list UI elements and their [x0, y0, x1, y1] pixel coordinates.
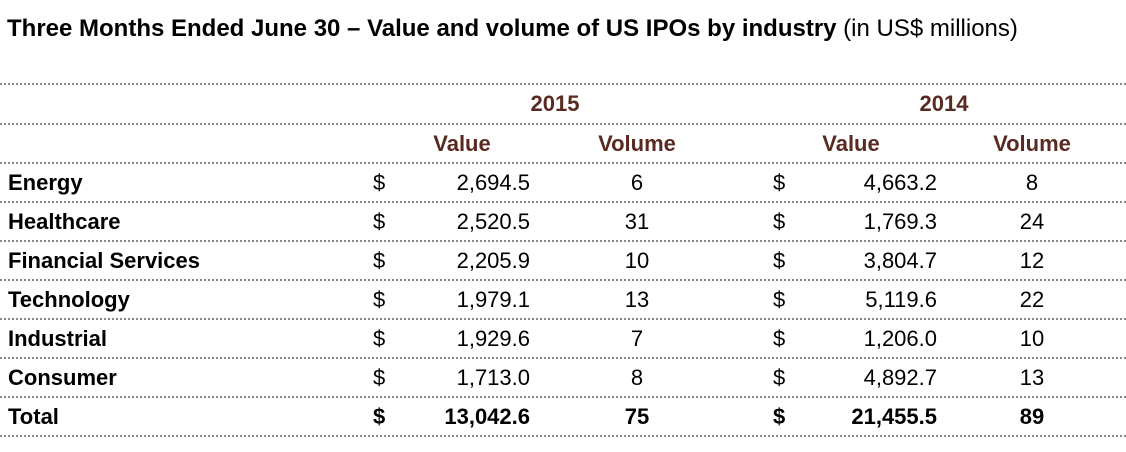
table-title: Three Months Ended June 30 – Value and v… — [7, 15, 1018, 42]
divider — [0, 201, 1126, 203]
value-2014: 5,119.6 — [865, 287, 937, 312]
table-row: Energy $ 2,694.5 6 $ 4,663.2 8 — [0, 163, 1126, 202]
currency-symbol: $ — [773, 248, 786, 273]
value-2014: 1,769.3 — [863, 209, 937, 234]
volume-2014: 89 — [1019, 404, 1045, 429]
value-2015: 2,520.5 — [456, 209, 530, 234]
volume-2014: 10 — [1019, 326, 1045, 351]
volume-2015: 31 — [624, 209, 650, 234]
currency-symbol: $ — [373, 326, 386, 351]
col-value-2015: Value — [433, 131, 491, 156]
divider — [0, 240, 1126, 242]
volume-2015: 8 — [630, 365, 644, 390]
currency-symbol: $ — [773, 170, 786, 195]
value-2015: 1,713.0 — [456, 365, 530, 390]
currency-symbol: $ — [373, 287, 386, 312]
column-header-row: Value Volume Value Volume — [0, 124, 1126, 163]
col-volume-2014: Volume — [993, 131, 1071, 156]
volume-2014: 24 — [1019, 209, 1045, 234]
table-row: Consumer $ 1,713.0 8 $ 4,892.7 13 — [0, 358, 1126, 397]
currency-symbol: $ — [373, 170, 386, 195]
currency-symbol: $ — [773, 209, 786, 234]
year-2014: 2014 — [919, 91, 969, 116]
divider — [0, 435, 1126, 437]
industry-label: Healthcare — [8, 209, 121, 234]
divider — [0, 83, 1126, 85]
value-2015: 1,979.1 — [456, 287, 530, 312]
volume-2015: 10 — [624, 248, 650, 273]
divider — [0, 123, 1126, 125]
value-2014: 1,206.0 — [863, 326, 937, 351]
value-2015: 1,929.6 — [456, 326, 530, 351]
divider — [0, 318, 1126, 320]
industry-label: Total — [8, 404, 59, 429]
value-2014: 4,663.2 — [863, 170, 937, 195]
industry-label: Financial Services — [8, 248, 200, 273]
volume-2014: 13 — [1019, 365, 1045, 390]
divider — [0, 279, 1126, 281]
industry-label: Industrial — [8, 326, 108, 351]
volume-2015: 7 — [630, 326, 644, 351]
divider — [0, 396, 1126, 398]
currency-symbol: $ — [773, 365, 786, 390]
value-2014: 3,804.7 — [863, 248, 937, 273]
table-row: Financial Services $ 2,205.9 10 $ 3,804.… — [0, 241, 1126, 280]
currency-symbol: $ — [373, 365, 386, 390]
year-header-row: 2015 2014 — [0, 84, 1126, 123]
industry-label: Consumer — [8, 365, 117, 390]
total-row: Total $ 13,042.6 75 $ 21,455.5 89 — [0, 397, 1126, 436]
divider — [0, 162, 1126, 164]
col-value-2014: Value — [822, 131, 880, 156]
industry-label: Energy — [8, 170, 83, 195]
value-2014: 21,455.5 — [851, 404, 937, 429]
value-2015: 2,694.5 — [456, 170, 530, 195]
currency-symbol: $ — [773, 404, 786, 429]
table-row: Healthcare $ 2,520.5 31 $ 1,769.3 24 — [0, 202, 1126, 241]
table-row: Industrial $ 1,929.6 7 $ 1,206.0 10 — [0, 319, 1126, 358]
year-2015: 2015 — [530, 91, 580, 116]
volume-2015: 13 — [624, 287, 650, 312]
currency-symbol: $ — [373, 209, 386, 234]
value-2015: 2,205.9 — [456, 248, 530, 273]
currency-symbol: $ — [373, 404, 386, 429]
currency-symbol: $ — [773, 326, 786, 351]
volume-2015: 75 — [624, 404, 650, 429]
currency-symbol: $ — [773, 287, 786, 312]
value-2014: 4,892.7 — [863, 365, 937, 390]
volume-2014: 22 — [1019, 287, 1045, 312]
value-2015: 13,042.6 — [444, 404, 530, 429]
col-volume-2015: Volume — [598, 131, 676, 156]
volume-2015: 6 — [630, 170, 644, 195]
volume-2014: 12 — [1019, 248, 1045, 273]
currency-symbol: $ — [373, 248, 386, 273]
divider — [0, 357, 1126, 359]
industry-label: Technology — [8, 287, 130, 312]
table-row: Technology $ 1,979.1 13 $ 5,119.6 22 — [0, 280, 1126, 319]
volume-2014: 8 — [1025, 170, 1039, 195]
